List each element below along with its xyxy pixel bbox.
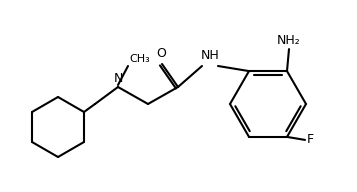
Text: F: F [307, 133, 314, 146]
Text: NH₂: NH₂ [277, 34, 301, 47]
Text: N: N [113, 72, 123, 85]
Text: O: O [156, 47, 166, 60]
Text: NH: NH [201, 49, 219, 62]
Text: CH₃: CH₃ [129, 54, 150, 64]
